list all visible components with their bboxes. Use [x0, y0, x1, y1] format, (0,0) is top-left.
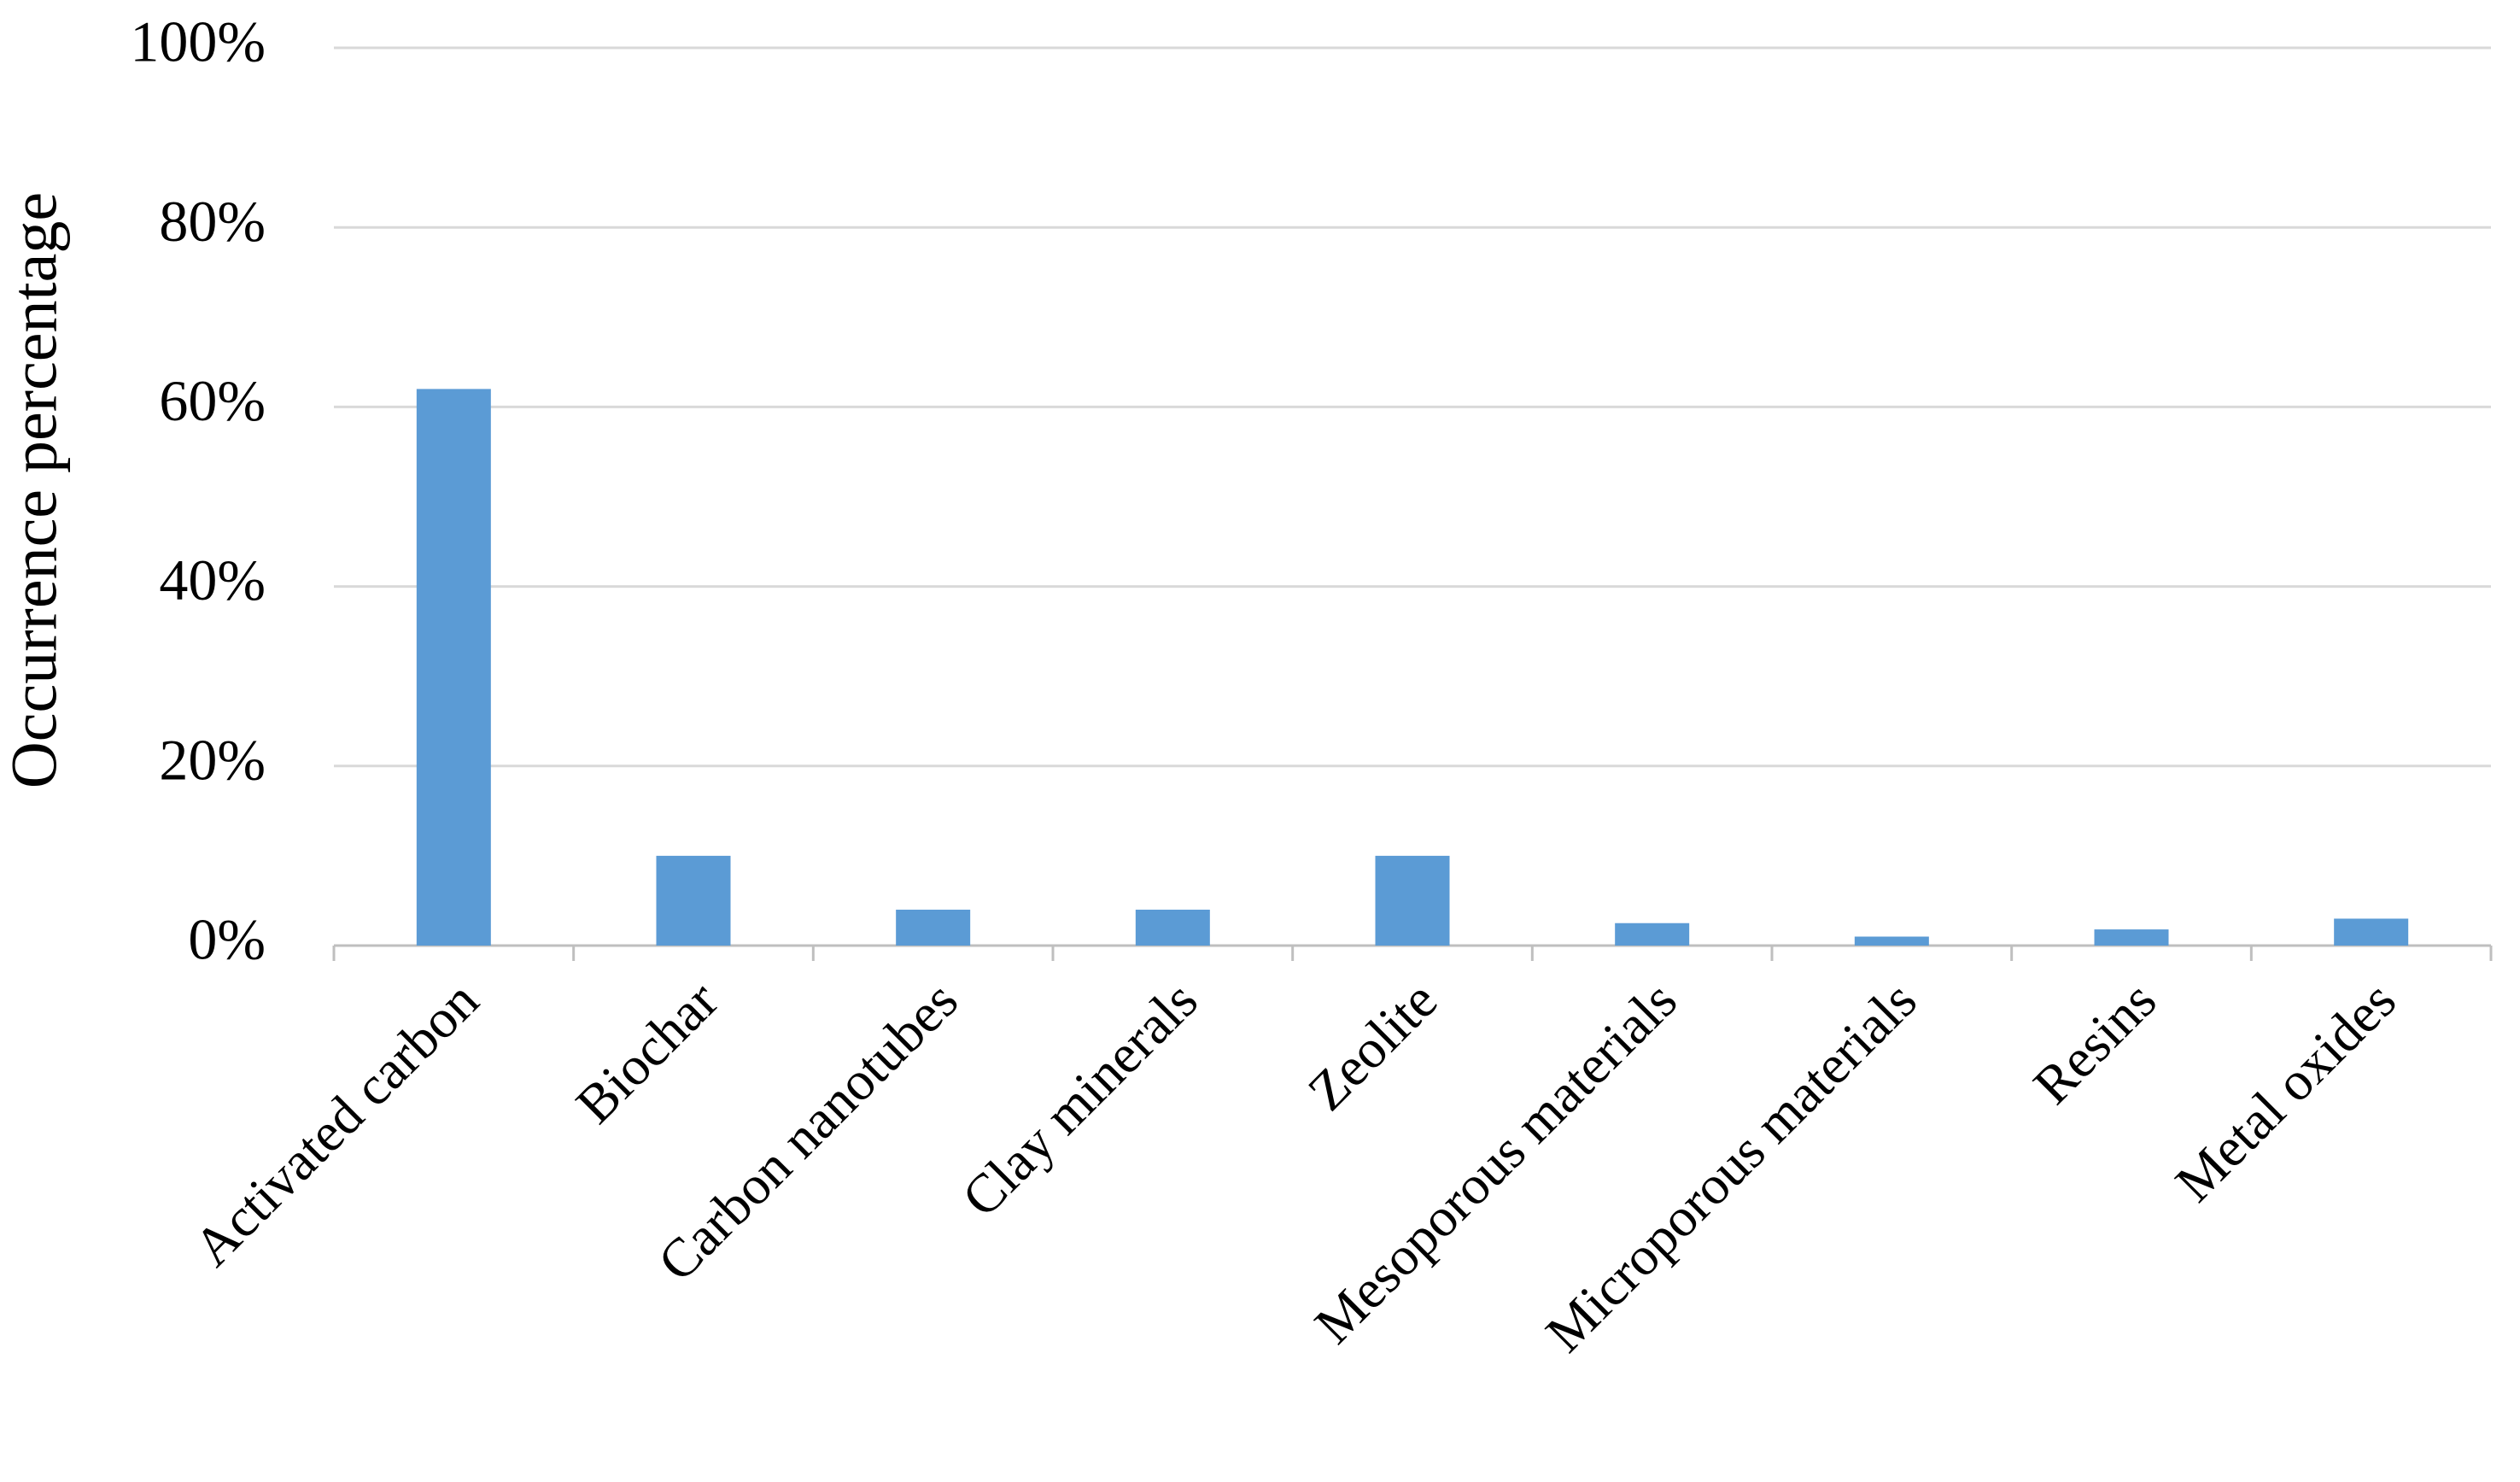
bar	[2094, 929, 2169, 946]
x-tick-label: Biochar	[564, 969, 729, 1134]
y-tick-label: 60%	[159, 368, 266, 433]
x-tick-label: Resins	[2021, 969, 2167, 1116]
x-tick-label: Zeolite	[1296, 969, 1448, 1122]
x-tick-label: Activated carbon	[182, 969, 490, 1278]
bar	[1135, 909, 1210, 946]
y-tick-label: 100%	[130, 9, 266, 74]
x-tick-label: Metal oxides	[2164, 969, 2407, 1213]
bar	[896, 909, 971, 946]
bar	[1375, 855, 1450, 946]
bar	[656, 855, 731, 946]
y-tick-label: 40%	[159, 548, 266, 612]
y-axis-title: Occurrence percentage	[0, 192, 70, 788]
bar	[2334, 918, 2409, 946]
x-tick-label: Clay minerals	[950, 969, 1209, 1228]
y-tick-label: 0%	[188, 907, 266, 972]
bar	[1615, 923, 1690, 946]
bar	[416, 389, 491, 946]
y-tick-label: 80%	[159, 189, 266, 254]
bar	[1854, 936, 1929, 946]
y-tick-label: 20%	[159, 727, 266, 792]
